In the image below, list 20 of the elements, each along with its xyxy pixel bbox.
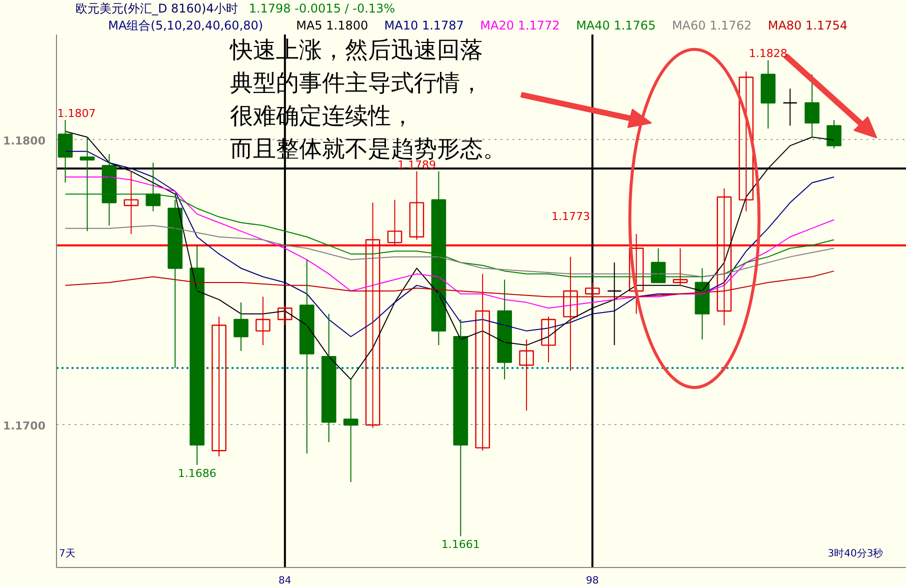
chart-title: 欧元美元(外汇_D 8160)4小时 (75, 2, 238, 16)
annotation: 1.1807 (57, 107, 96, 120)
text: MA5 1.1800 (296, 18, 368, 32)
text: MA40 1.1765 (576, 18, 656, 32)
y-tick-label: 1.1700 (3, 419, 46, 432)
annotation: 1.1686 (178, 466, 216, 480)
annotation: 7天 (59, 548, 76, 560)
text: MA20 1.1772 (480, 18, 560, 32)
chart-subtitle: 1.1798 -0.0015 / -0.13% (248, 2, 396, 16)
text: MA80 1.1754 (768, 18, 848, 32)
annotation: 1.1661 (441, 538, 480, 552)
text: MA10 1.1787 (384, 18, 464, 32)
text: MA60 1.1762 (672, 18, 752, 32)
annotation: 3时40分3秒 (828, 548, 884, 560)
x-tick-label: 98 (586, 576, 599, 586)
y-tick-label: 1.1800 (3, 134, 46, 148)
x-tick-label: 84 (278, 576, 292, 586)
annotation: 1.1828 (748, 47, 788, 60)
legend-title: MA组合(5,10,20,40,60,80) (108, 18, 264, 32)
annotation: 1.1773 (552, 210, 590, 224)
